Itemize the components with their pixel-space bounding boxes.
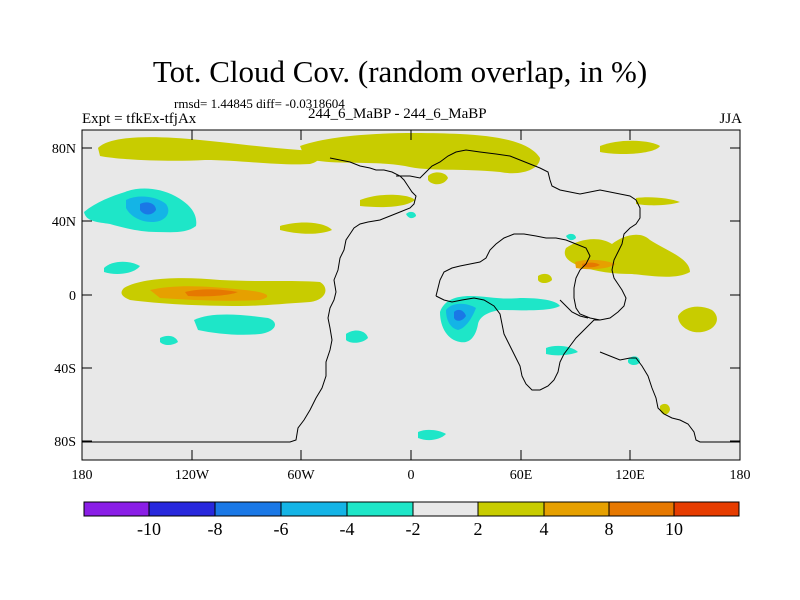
coastline-antarctica	[599, 351, 740, 443]
colorbar-swatch	[281, 502, 347, 516]
lat-tick-label: 40N	[52, 215, 76, 230]
anomaly-region-gulf-of-guinea-inner	[454, 309, 466, 321]
lat-tick-label: 80N	[52, 142, 76, 157]
figure-title: Tot. Cloud Cov. (random overlap, in %)	[152, 54, 648, 89]
lon-tick-label: 120E	[615, 468, 645, 483]
experiment-label: Expt = tfkEx-tfjAx	[82, 111, 197, 127]
colorbar-label: 4	[540, 519, 549, 539]
lat-tick-label: 40S	[54, 362, 76, 377]
continent-outlines	[82, 149, 740, 443]
anomaly-region-north-atlantic	[360, 194, 415, 208]
colorbar-label: -8	[208, 519, 223, 539]
colorbar-swatch	[413, 502, 478, 516]
negative-anomaly-regions	[84, 188, 640, 441]
lon-tick-label: 60E	[510, 468, 533, 483]
colorbar-label: -2	[406, 519, 421, 539]
colorbar: -10 -8 -6 -4 -2 2 4 8 10	[83, 501, 740, 539]
anomaly-region-north-pacific-core	[140, 202, 156, 215]
anomaly-core-tropical-pacific-inner	[185, 289, 238, 297]
lat-tick-label: 80S	[54, 435, 76, 450]
season-label: JJA	[719, 111, 742, 127]
anomaly-region-arctic-west	[98, 137, 319, 165]
anomaly-region-central-asia	[566, 233, 576, 241]
colorbar-swatch	[674, 502, 739, 516]
coastline-americas	[82, 157, 417, 443]
anomaly-region-arctic-far-east	[600, 140, 660, 154]
lat-tick-label: 0	[69, 289, 76, 304]
colorbar-label: -10	[137, 519, 161, 539]
colorbar-swatch	[544, 502, 609, 516]
coastline-eurasia-north	[396, 149, 641, 321]
anomaly-region-north-pacific-east	[280, 222, 332, 234]
map-plot-area: 80N 40N 0 40S 80S 180 120W 60W 0 60E 120…	[52, 129, 751, 483]
anomaly-region-indian-ocean	[546, 345, 578, 356]
anomaly-region-australia	[678, 306, 717, 333]
anomaly-region-atlantic	[346, 330, 368, 343]
anomaly-region-hawaii	[104, 261, 140, 274]
lon-tick-label: 180	[730, 468, 751, 483]
axis-ticks	[81, 130, 741, 460]
anomaly-region-north-pacific-far-east	[636, 197, 680, 206]
lon-tick-label: 120W	[175, 468, 210, 483]
anomaly-region-india	[538, 273, 552, 283]
strong-positive-anomaly-regions	[150, 259, 616, 301]
colorbar-swatch	[478, 502, 544, 516]
lon-tick-label: 60W	[287, 468, 315, 483]
colorbar-swatch	[215, 502, 281, 516]
anomaly-region-maritime	[406, 211, 416, 219]
colorbar-label: 8	[605, 519, 614, 539]
coastline-arabia	[559, 299, 589, 319]
lon-tick-label: 180	[72, 468, 93, 483]
colorbar-swatch	[149, 502, 215, 516]
case-label: 244_6_MaBP - 244_6_MaBP	[308, 106, 487, 122]
colorbar-swatch	[84, 502, 149, 516]
colorbar-label: -4	[340, 519, 355, 539]
colorbar-swatch	[347, 502, 413, 516]
rmsd-diff-stats: rmsd= 1.44845 diff= -0.0318604	[174, 96, 345, 111]
anomaly-region-south-pacific	[160, 335, 178, 345]
coastline-africa	[435, 295, 600, 391]
anomaly-region-arctic-east	[300, 133, 540, 174]
colorbar-label: 10	[665, 519, 683, 539]
colorbar-swatch	[609, 502, 674, 516]
anomaly-region-east-pacific	[194, 314, 275, 335]
colorbar-label: -6	[274, 519, 289, 539]
colorbar-label: 2	[474, 519, 483, 539]
anomaly-region-southern-ocean-atlantic	[418, 429, 446, 441]
anomaly-region-europe	[428, 172, 448, 185]
lon-tick-label: 0	[408, 468, 415, 483]
